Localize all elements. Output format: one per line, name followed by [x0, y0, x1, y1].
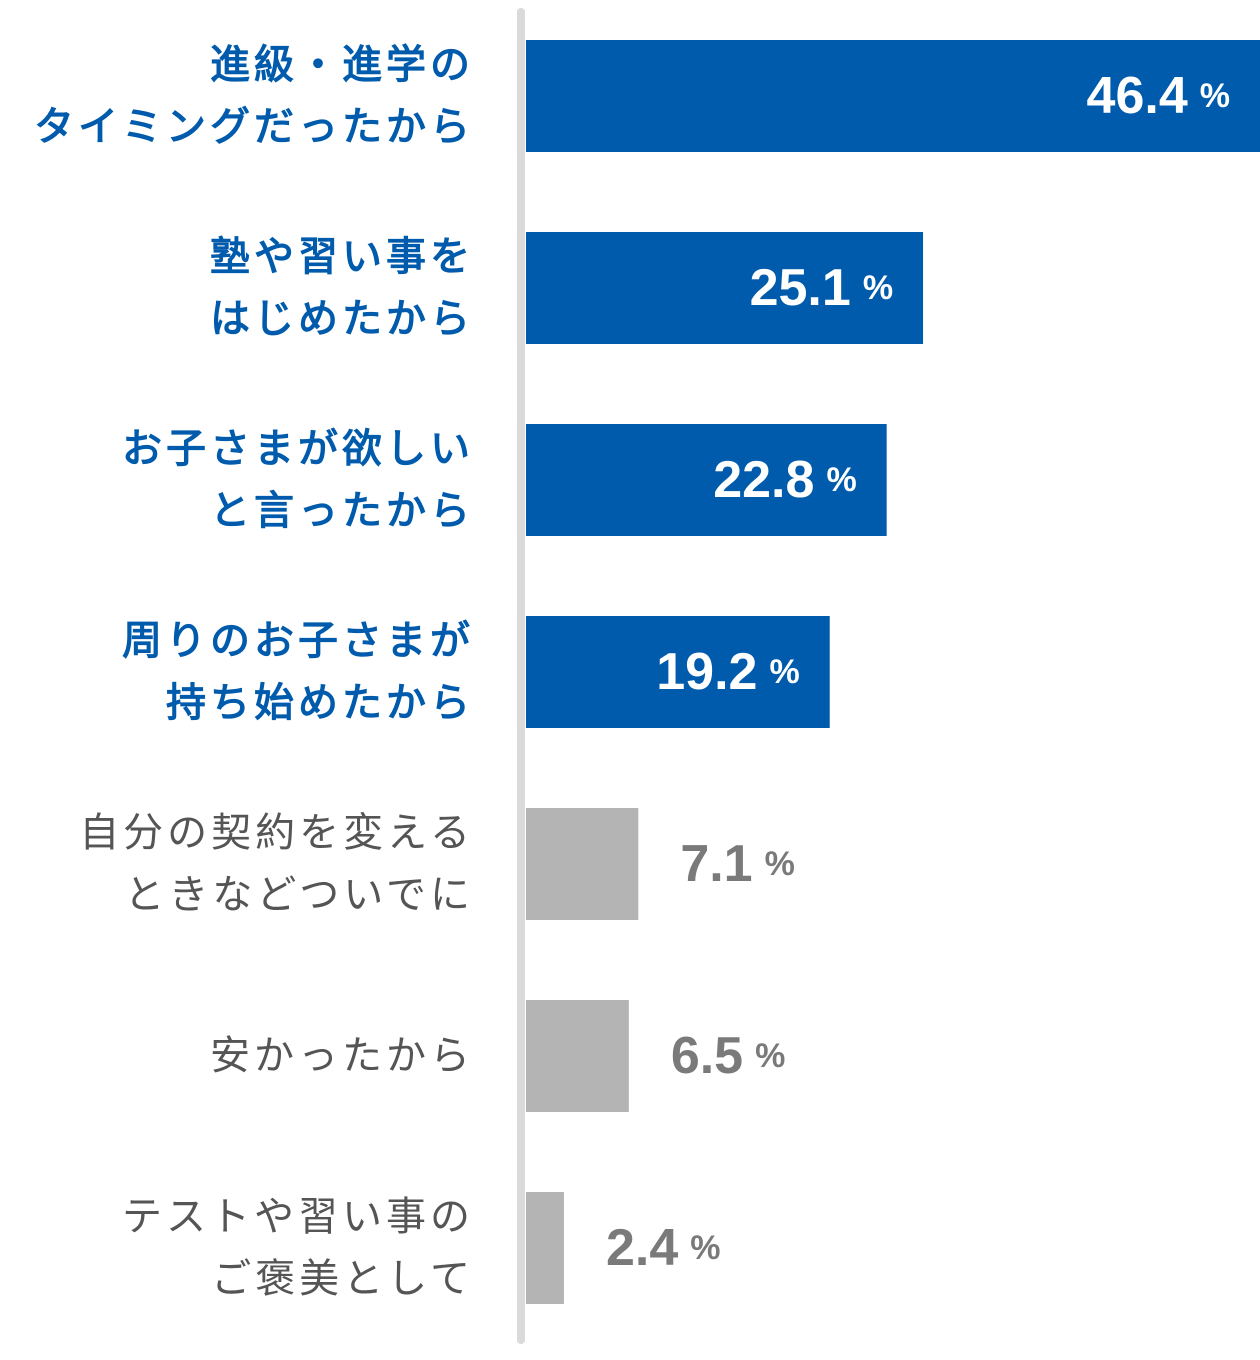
- category-labels-group: 進級・進学のタイミングだったから塾や習い事をはじめたからお子さまが欲しいと言った…: [34, 42, 474, 1302]
- value-unit-1: %: [1200, 77, 1230, 115]
- value-label-3: 22.8%: [713, 451, 856, 509]
- value-number-7: 2.4: [606, 1219, 678, 1277]
- value-number-3: 22.8: [713, 451, 814, 509]
- category-label-2-line-2: はじめたから: [210, 296, 474, 342]
- bar-2: [526, 232, 924, 344]
- value-unit-2: %: [863, 269, 893, 307]
- bar-1: [526, 40, 1260, 152]
- value-unit-4: %: [769, 653, 799, 691]
- bar-3: [526, 424, 887, 536]
- value-unit-6: %: [755, 1037, 785, 1075]
- value-label-7: 2.4%: [606, 1219, 721, 1277]
- bar-7: [526, 1192, 564, 1304]
- category-label-5-line-1: 自分の契約を変える: [79, 810, 474, 856]
- value-label-6: 6.5%: [671, 1027, 786, 1085]
- bar-5: [526, 808, 639, 920]
- value-number-2: 25.1: [750, 259, 851, 317]
- category-label-6-line-1: 安かったから: [210, 1033, 474, 1079]
- category-label-5-line-2: ときなどついでに: [124, 872, 474, 918]
- value-unit-7: %: [690, 1229, 720, 1267]
- category-label-3-line-2: と言ったから: [210, 488, 474, 534]
- value-label-2: 25.1%: [750, 259, 893, 317]
- bar-6: [526, 1000, 629, 1112]
- value-labels-group: 46.4 %25.1 %22.8 %19.2 %7.1 %6.5 %2.4%: [606, 67, 1230, 1277]
- category-label-3-line-1: お子さまが欲しい: [122, 426, 474, 472]
- category-label-2-line-1: 塾や習い事を: [210, 234, 474, 280]
- value-label-1: 46.4%: [1087, 67, 1230, 125]
- value-number-5: 7.1: [680, 835, 752, 893]
- value-unit-3: %: [826, 461, 856, 499]
- bar-4: [526, 616, 830, 728]
- value-label-4: 19.2%: [656, 643, 799, 701]
- category-label-1-line-2: タイミングだったから: [34, 104, 474, 150]
- bars-group: [526, 40, 1260, 1304]
- category-label-4-line-2: 持ち始めたから: [166, 680, 474, 726]
- value-label-5: 7.1%: [680, 835, 795, 893]
- value-unit-5: %: [765, 845, 795, 883]
- category-label-7-line-2: ご褒美として: [211, 1256, 474, 1302]
- value-number-4: 19.2: [656, 643, 757, 701]
- value-number-1: 46.4: [1087, 67, 1188, 125]
- value-number-6: 6.5: [671, 1027, 743, 1085]
- category-label-7-line-1: テストや習い事の: [122, 1194, 474, 1240]
- category-label-4-line-1: 周りのお子さまが: [122, 618, 474, 664]
- category-label-1-line-1: 進級・進学の: [210, 42, 474, 88]
